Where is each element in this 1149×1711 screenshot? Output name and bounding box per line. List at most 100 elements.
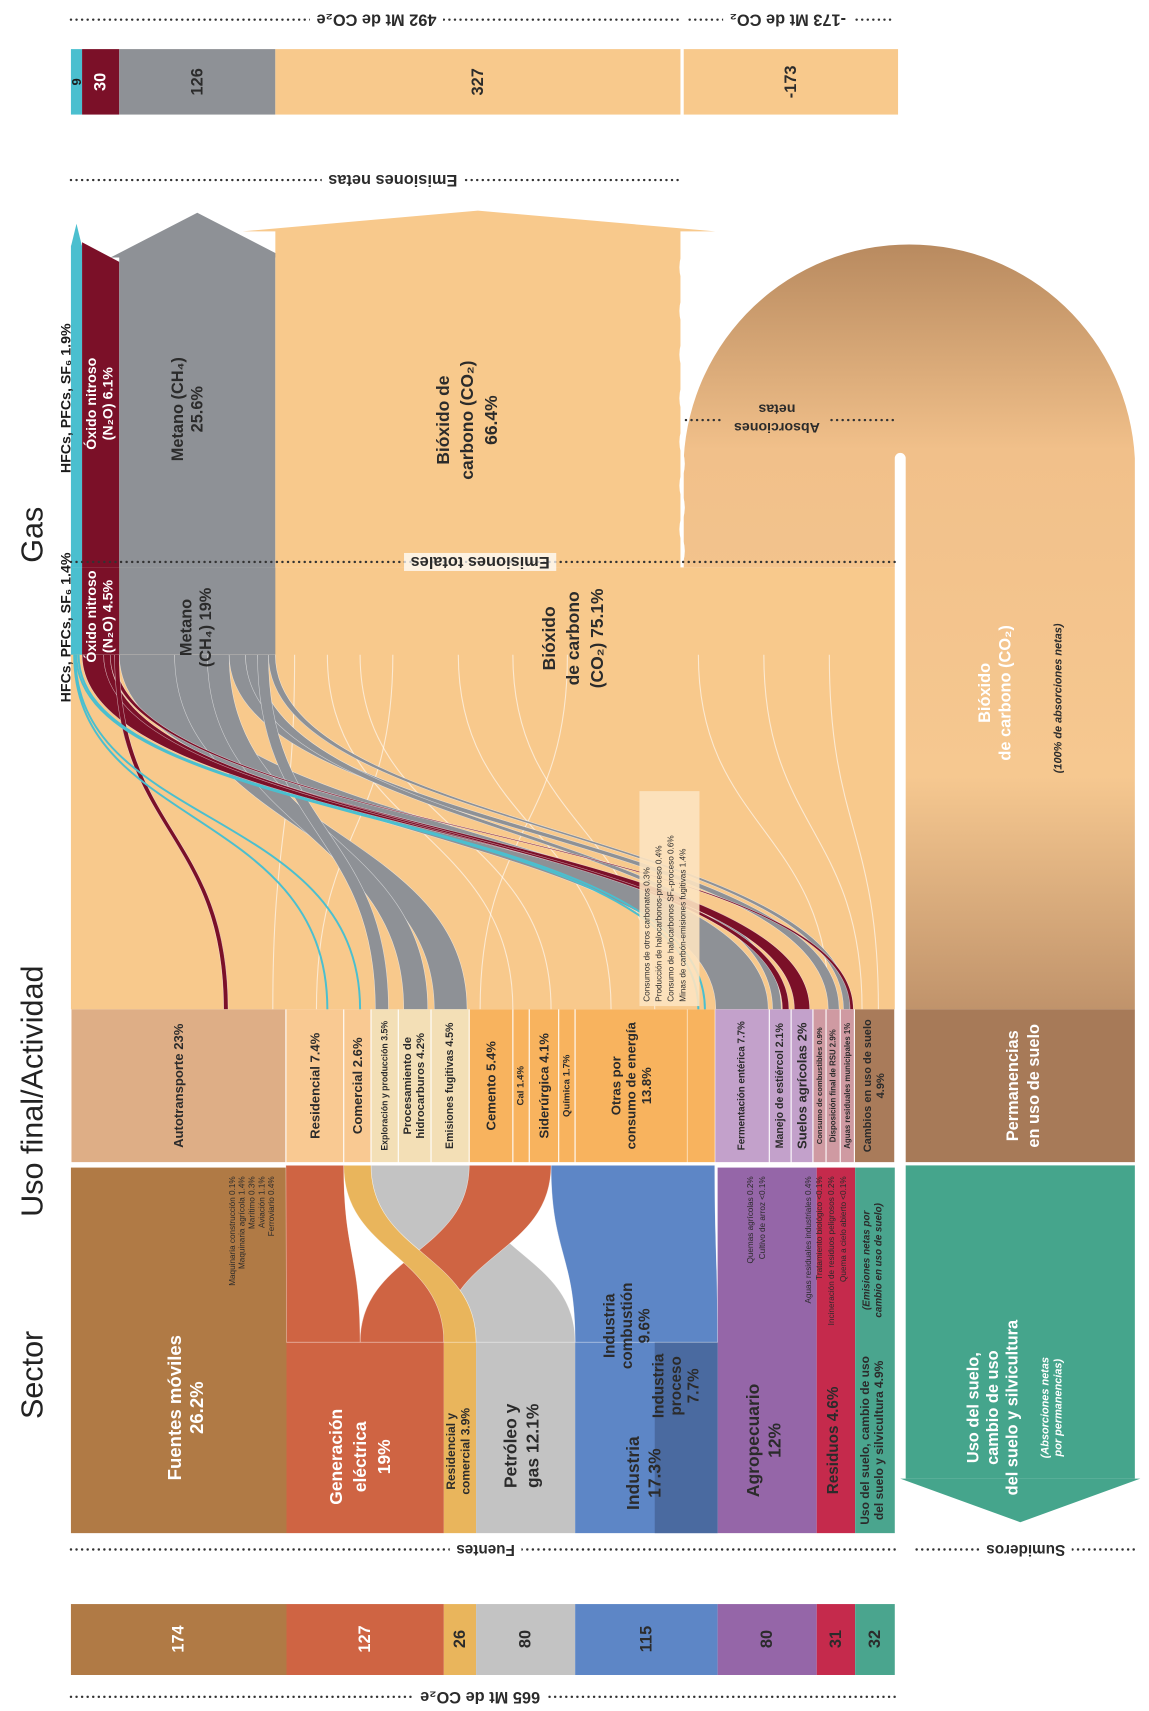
sink-band — [905, 1165, 1135, 1479]
gas-label: 66.4% — [481, 395, 501, 445]
gas-value: 126 — [188, 68, 206, 95]
activity-box — [813, 1009, 826, 1163]
divider-label-bg — [404, 552, 557, 571]
sector-label: combustión — [619, 1283, 636, 1370]
label: Exploración y producción 3.5% — [380, 1021, 390, 1151]
gas-label: (CH₄) 19% — [197, 587, 215, 667]
flow-line — [315, 654, 394, 1010]
activity-box — [398, 1009, 431, 1163]
label: Aguas residuales municipales 1% — [843, 1023, 852, 1149]
sector-label: 17.3% — [645, 1448, 665, 1498]
methane-arrow — [110, 212, 285, 258]
sector-note: (Emisiones netas por — [861, 1210, 872, 1310]
gas-value-box — [70, 49, 83, 115]
sink-note: por permanencias) — [1052, 1358, 1064, 1457]
label: Cemento 5.4% — [484, 1041, 499, 1131]
gas-label: HFCs, PFCs, SF₆ 1.9% — [59, 323, 75, 473]
methane-net-band — [119, 256, 276, 568]
detail-label: Ferroviario 0.4% — [267, 1176, 276, 1236]
divider-label: netas — [758, 401, 795, 417]
co2-arrow — [242, 210, 716, 232]
label: Autotransporte 23% — [171, 1023, 186, 1148]
label: Suelos agrícolas 2% — [795, 1022, 810, 1149]
divider-label-bg — [979, 1541, 1072, 1559]
column-header: Gas — [16, 507, 50, 563]
sector-flow — [359, 1165, 552, 1343]
label: Cal 1.4% — [516, 1066, 527, 1106]
sector-label: Residuos 4.6% — [825, 1386, 842, 1494]
source-value-box — [717, 1604, 817, 1675]
gas-value: -173 — [782, 65, 800, 98]
sector-label: Industria — [623, 1436, 643, 1510]
sector-label: gas 12.1% — [523, 1403, 543, 1488]
gas-value-box — [82, 49, 120, 115]
detail-label: Consumos de otros carbonatos 0.3% — [643, 867, 652, 1001]
source-value-box — [286, 1604, 444, 1675]
gas-label: Óxido nitroso — [82, 357, 100, 449]
absorption-note: (100% de absorciones netas) — [1052, 623, 1064, 773]
label: Consumo de combustibles 0.9% — [815, 1027, 824, 1144]
activity-box — [575, 1009, 687, 1163]
activity-box — [687, 1009, 715, 1163]
sector-flow — [550, 1165, 718, 1343]
sector-label: 7.7% — [686, 1368, 703, 1403]
hfc-net-band — [70, 245, 83, 568]
n2o-net-band — [82, 242, 120, 568]
sink-note: (Absorciones netas — [1039, 1357, 1051, 1458]
label: Comercial 2.6% — [350, 1037, 365, 1134]
gas-label: 25.6% — [189, 386, 207, 433]
flow-line — [272, 654, 296, 1010]
source-value: 127 — [356, 1625, 374, 1652]
divider-label: Sumideros — [986, 1541, 1065, 1558]
absorption-arch — [683, 244, 1135, 1010]
source-value: 80 — [758, 1630, 776, 1648]
detail-label: Minas de carbón-emisiones fugitivas 1.4% — [679, 849, 688, 1002]
sector-label: Agropecuario — [743, 1384, 763, 1497]
gas-label: Óxido nitroso — [82, 570, 100, 662]
activity-box — [769, 1009, 791, 1163]
label: 13.8% — [639, 1067, 654, 1104]
co2-net-band — [275, 230, 681, 568]
column-header: Uso final/Actividad — [16, 966, 50, 1217]
sector-band — [443, 1342, 477, 1534]
sector-label: proceso — [668, 1356, 685, 1415]
source-value-box — [70, 1604, 287, 1675]
gas-label: (CO₂) 75.1% — [587, 588, 607, 688]
gas-total-band — [82, 567, 120, 655]
detail-label: Quemas agrícolas 0.2% — [746, 1176, 755, 1263]
flow-line — [828, 654, 879, 1010]
sector-band — [70, 1167, 287, 1534]
divider-label: -173 Mt de CO₂ — [730, 11, 846, 29]
detail-label: Maquinaria construcción 0.1% — [228, 1176, 237, 1285]
source-value: 32 — [866, 1630, 884, 1648]
permanence-label: en uso de suelo — [1025, 1024, 1043, 1148]
gas-total-band — [119, 567, 276, 655]
permanence-label: Permanencias — [1004, 1030, 1022, 1141]
sector-label: Generación — [326, 1409, 346, 1505]
gas-label: Bióxido de — [433, 375, 453, 464]
sector-label: 9.6% — [636, 1308, 653, 1343]
sector-label: 12% — [765, 1422, 785, 1457]
source-value: 26 — [451, 1630, 469, 1648]
source-value-box — [855, 1604, 895, 1675]
gas-label: Bióxido — [539, 606, 559, 670]
sector-label: Uso del suelo, cambio de uso — [858, 1356, 872, 1525]
detail-label: Aviación 1.1% — [257, 1176, 266, 1228]
divider-label: Fuentes — [456, 1541, 515, 1558]
sector-label: 19% — [374, 1439, 394, 1474]
gas-value: 9 — [69, 78, 84, 85]
activity-box — [826, 1009, 840, 1163]
label: Química 1.7% — [561, 1054, 572, 1117]
sector-note: cambio en uso de suelo) — [873, 1203, 884, 1318]
hfc-flow — [74, 654, 362, 1010]
detail-box — [639, 791, 700, 1007]
gas-total-band — [70, 567, 83, 655]
detail-label: Aguas residuales industriales 0.4% — [804, 1176, 813, 1303]
detail-label: Producción de halocarbonos-proceso 0.4% — [655, 845, 664, 1001]
sector-flow — [285, 1165, 361, 1343]
hfc-arrow — [70, 223, 83, 247]
gas-value-box — [683, 49, 899, 115]
activity-box — [529, 1009, 559, 1163]
source-value: 174 — [170, 1624, 188, 1652]
gas-label: Metano — [178, 599, 196, 656]
